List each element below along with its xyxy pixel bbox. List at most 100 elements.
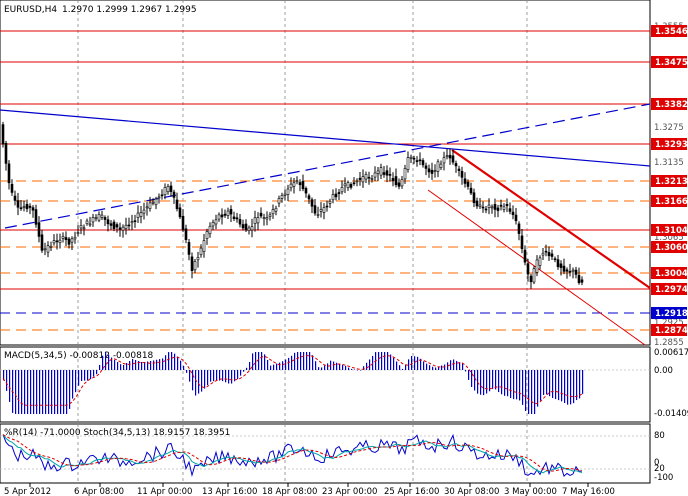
candle-body bbox=[25, 203, 29, 210]
macd-bar bbox=[210, 370, 212, 382]
price-axis-label: 1.2855 bbox=[654, 338, 684, 348]
candle-body bbox=[523, 249, 527, 263]
candle-body bbox=[175, 199, 179, 209]
macd-bar bbox=[102, 355, 104, 370]
macd-bar bbox=[132, 359, 134, 370]
macd-bar bbox=[60, 370, 62, 414]
price-level-tags: 1.3546 1.3475 1.3382 1.3293 1.3213 1.3166 1.31… bbox=[651, 25, 688, 336]
macd-bar bbox=[441, 365, 443, 370]
candle-body bbox=[571, 269, 575, 272]
macd-bar bbox=[351, 368, 353, 370]
macd-bar bbox=[267, 359, 269, 370]
macd-bar bbox=[216, 370, 218, 381]
macd-bar bbox=[219, 370, 221, 381]
level-tag-label: 1.3104 bbox=[655, 226, 688, 236]
macd-bar bbox=[201, 370, 203, 392]
macd-bar bbox=[462, 362, 464, 370]
macd-bar bbox=[504, 370, 506, 396]
macd-bar bbox=[528, 370, 530, 414]
level-tag-bg bbox=[651, 56, 687, 68]
macd-bar bbox=[243, 370, 245, 372]
candle-body bbox=[499, 204, 503, 207]
time-axis-label: 6 Apr 08:00 bbox=[74, 487, 124, 496]
candle-body bbox=[118, 227, 122, 230]
macd-bar bbox=[453, 359, 455, 370]
macd-bar bbox=[570, 370, 572, 405]
macd-bar bbox=[567, 370, 569, 405]
candle-body bbox=[220, 214, 224, 218]
macd-bar bbox=[468, 370, 470, 380]
macd-bar bbox=[510, 370, 512, 399]
candle-body bbox=[355, 180, 359, 183]
macd-bar bbox=[237, 370, 239, 380]
macd-bar bbox=[492, 370, 494, 389]
time-axis-label: 11 Apr 00:00 bbox=[137, 487, 192, 496]
candle-body bbox=[427, 168, 431, 173]
candle-body bbox=[178, 207, 182, 218]
candle-body bbox=[538, 257, 542, 266]
candle-body bbox=[205, 231, 209, 239]
macd-bar bbox=[450, 360, 452, 370]
main-chart-panel[interactable] bbox=[0, 0, 651, 346]
candle-body bbox=[232, 216, 236, 219]
level-tag-bg bbox=[651, 175, 687, 187]
candle-body bbox=[514, 214, 518, 222]
level-tag-bg bbox=[651, 138, 687, 150]
macd-bar bbox=[81, 370, 83, 382]
macd-bar bbox=[123, 364, 125, 370]
candle-body bbox=[409, 156, 413, 159]
macd-bar bbox=[432, 366, 434, 370]
candle-body bbox=[544, 250, 548, 253]
macd-bar bbox=[531, 370, 533, 414]
macd-bar bbox=[423, 361, 425, 370]
candle-body bbox=[385, 170, 389, 176]
candle-body bbox=[301, 180, 305, 190]
blue-dashed-trendline bbox=[4, 103, 651, 229]
candle-body bbox=[376, 170, 380, 174]
macd-bar bbox=[582, 370, 584, 394]
macd-bar bbox=[27, 370, 29, 414]
level-tag-bg bbox=[651, 307, 687, 319]
time-axis-label: 13 Apr 16:00 bbox=[202, 487, 257, 496]
candle-body bbox=[394, 176, 398, 186]
candle-body bbox=[268, 214, 272, 217]
candle-body bbox=[340, 187, 344, 193]
macd-bar bbox=[408, 359, 410, 370]
macd-bar bbox=[474, 370, 476, 391]
macd-bar bbox=[378, 352, 380, 370]
level-tag-bg bbox=[651, 267, 687, 279]
macd-bar bbox=[366, 362, 368, 370]
macd-bar bbox=[435, 367, 437, 370]
macd-bar bbox=[141, 361, 143, 370]
macd-bar bbox=[498, 370, 500, 393]
macd-bar bbox=[207, 370, 209, 386]
candle-body bbox=[160, 194, 164, 197]
macd-bar bbox=[180, 360, 182, 370]
candle-body bbox=[280, 195, 284, 199]
macd-bar bbox=[345, 365, 347, 370]
time-axis-label: 30 Apr 08:00 bbox=[444, 487, 499, 496]
candle-body bbox=[547, 252, 551, 257]
candle-body bbox=[22, 206, 26, 208]
macd-bar bbox=[291, 355, 293, 370]
candle-body bbox=[115, 224, 119, 228]
candle-body bbox=[520, 235, 524, 250]
macd-bar bbox=[300, 352, 302, 370]
macd-axis-bottom: -0.01409 bbox=[654, 409, 688, 419]
candle-body bbox=[502, 206, 506, 210]
candle-body bbox=[244, 223, 248, 231]
level-tag-bg bbox=[651, 241, 687, 253]
macd-bar bbox=[348, 367, 350, 370]
candle-body bbox=[28, 205, 32, 208]
macd-bar bbox=[78, 370, 80, 386]
candle-body bbox=[568, 271, 572, 273]
oscillator-panel[interactable] bbox=[0, 423, 651, 484]
candle-body bbox=[154, 198, 158, 206]
candle-body bbox=[265, 217, 269, 220]
macd-bar bbox=[519, 370, 521, 401]
candle-body bbox=[184, 228, 188, 240]
candle-body bbox=[67, 238, 71, 245]
macd-bar bbox=[384, 352, 386, 370]
macd-bar bbox=[321, 367, 323, 370]
